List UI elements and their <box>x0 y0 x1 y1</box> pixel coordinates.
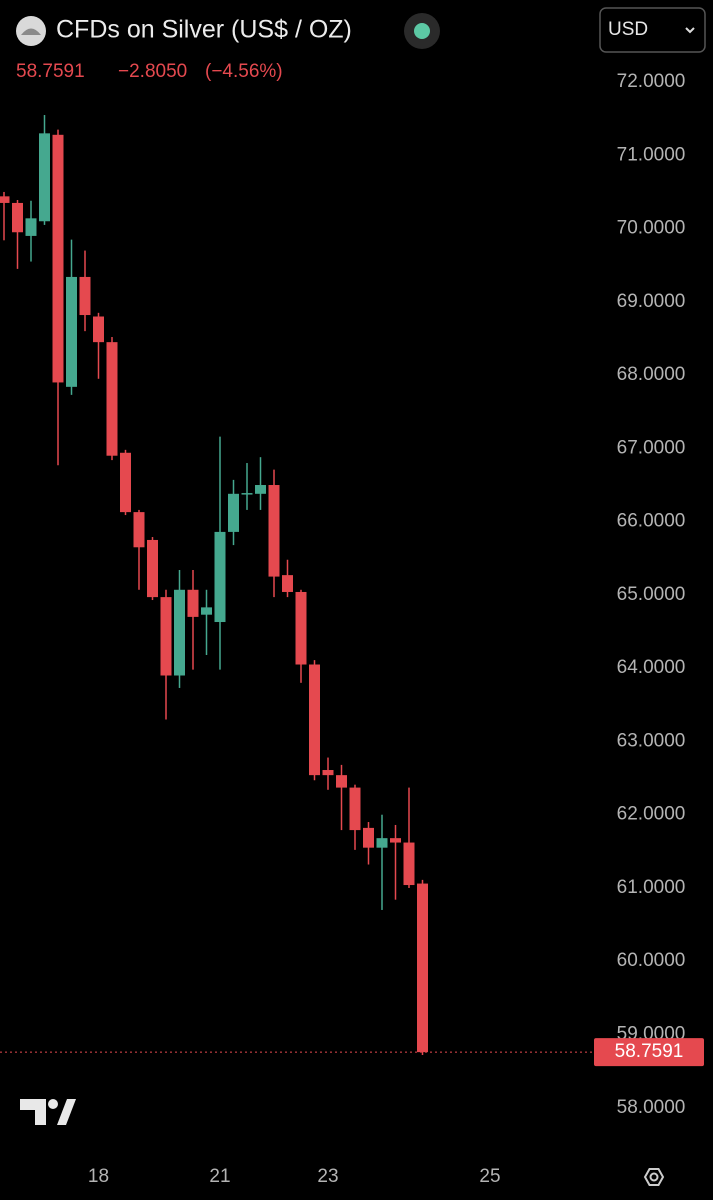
candle-body <box>39 133 50 222</box>
candle-body <box>174 589 185 676</box>
candle-body <box>66 276 77 387</box>
candle-body <box>147 539 158 598</box>
candle-body <box>390 838 401 843</box>
y-tick-label: 66.0000 <box>617 511 686 532</box>
candle-body <box>255 485 266 494</box>
price-change: −2.8050 <box>118 61 187 82</box>
currency-label[interactable]: USD <box>608 19 648 40</box>
x-tick-label: 23 <box>317 1166 338 1187</box>
candle-body <box>25 218 37 236</box>
candle-body <box>403 842 415 886</box>
y-tick-label: 62.0000 <box>617 804 686 825</box>
candle-body <box>417 883 428 1053</box>
candle-body <box>0 196 10 203</box>
candle-body <box>363 827 374 848</box>
candle-body <box>241 493 253 495</box>
candle-body <box>268 485 280 577</box>
settings-icon[interactable] <box>649 1172 659 1182</box>
y-tick-label: 61.0000 <box>617 877 686 898</box>
y-tick-label: 71.0000 <box>617 144 686 165</box>
candle-body <box>120 452 131 513</box>
y-tick-label: 68.0000 <box>617 364 686 385</box>
last-price-tag-label: 58.7591 <box>615 1041 684 1062</box>
y-tick-label: 65.0000 <box>617 584 686 605</box>
candle-body <box>52 134 64 383</box>
price-change-pct: (−4.56%) <box>205 61 283 82</box>
candle-body <box>79 276 91 316</box>
x-tick-label: 25 <box>479 1166 500 1187</box>
candle-body <box>214 531 226 623</box>
candle-body <box>201 607 212 615</box>
y-tick-label: 70.0000 <box>617 218 686 239</box>
symbol-icon-shape <box>21 28 41 35</box>
x-tick-label: 21 <box>209 1166 230 1187</box>
last-price-tag <box>594 1038 704 1067</box>
candle-body <box>322 770 334 776</box>
candle-body <box>228 493 239 532</box>
y-tick-label: 72.0000 <box>617 71 686 92</box>
candle-body <box>295 591 307 665</box>
candle-body <box>160 597 172 676</box>
y-tick-label: 63.0000 <box>617 730 686 751</box>
candle-body <box>93 316 104 343</box>
candle-body <box>133 512 145 548</box>
chart-title: CFDs on Silver (US$ / OZ) <box>56 16 352 44</box>
y-tick-label: 58.0000 <box>617 1097 686 1118</box>
last-price: 58.7591 <box>16 61 85 82</box>
candle-body <box>336 775 347 788</box>
y-tick-label: 67.0000 <box>617 437 686 458</box>
candle-body <box>349 787 361 831</box>
currency-button[interactable] <box>599 7 706 53</box>
candle-body <box>282 575 293 592</box>
dropdown-chevron[interactable] <box>685 27 695 34</box>
candle-body <box>187 589 199 617</box>
market-status <box>414 23 430 39</box>
y-tick-label: 60.0000 <box>617 950 686 971</box>
y-tick-label: 69.0000 <box>617 291 686 312</box>
tradingview-logo <box>20 1099 76 1125</box>
x-tick-label: 18 <box>88 1166 109 1187</box>
y-tick-label: 64.0000 <box>617 657 686 678</box>
candle-body <box>106 342 118 456</box>
settings-button[interactable] <box>643 1168 665 1186</box>
candle-body <box>12 202 23 233</box>
candle-body <box>309 664 320 776</box>
candle-body <box>376 838 388 848</box>
